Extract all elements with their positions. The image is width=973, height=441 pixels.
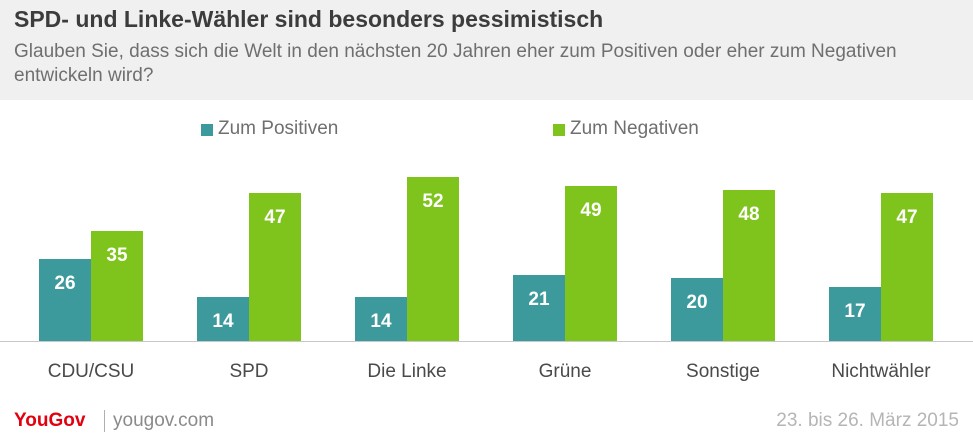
survey-date: 23. bis 26. März 2015 <box>776 410 959 431</box>
legend-swatch-positive <box>201 124 213 136</box>
bar-positive <box>197 296 249 341</box>
legend-swatch-negative <box>553 124 565 136</box>
x-tick-label: CDU/CSU <box>47 361 135 382</box>
bar-value-label: 49 <box>580 200 602 222</box>
bar-value-label: 52 <box>422 191 444 212</box>
x-axis-baseline <box>0 341 973 342</box>
bar-value-label: 20 <box>686 291 708 313</box>
bar-value-label: 21 <box>528 288 550 310</box>
x-tick-label: Sonstige <box>686 361 760 382</box>
bar-negative <box>249 192 301 341</box>
bar-value-label: 17 <box>844 301 866 323</box>
legend-label-negative: Zum Negativen <box>570 118 699 139</box>
footer-divider <box>104 410 105 432</box>
bar-negative <box>91 230 143 341</box>
bar-positive <box>671 277 723 341</box>
bar-negative <box>723 189 775 341</box>
bar-value-label: 35 <box>106 244 128 266</box>
chart-subtitle: Glauben Sie, dass sich die Welt in den n… <box>14 41 897 86</box>
legend-label-positive: Zum Positiven <box>218 118 339 139</box>
footer-site-link[interactable]: yougov.com <box>113 410 215 431</box>
bar-negative <box>565 186 617 341</box>
bar-negative <box>407 177 459 341</box>
x-tick-label: Die Linke <box>367 361 447 382</box>
bar-negative <box>881 192 933 341</box>
yougov-logo: YouGov <box>14 410 86 431</box>
bar-value-label: 14 <box>370 310 392 332</box>
x-tick-label: Grüne <box>538 361 592 382</box>
bar-value-label: 14 <box>212 310 234 332</box>
bar-positive <box>355 296 407 341</box>
bar-value-label: 47 <box>896 206 918 228</box>
bar-positive <box>829 287 881 341</box>
chart-header: SPD- und Linke-Wähler sind besonders pes… <box>0 0 973 100</box>
bar-positive <box>513 274 565 341</box>
x-tick-label: SPD <box>229 361 269 382</box>
bar-value-label: 26 <box>54 273 76 294</box>
bar-positive <box>39 259 91 341</box>
bar-value-label: 47 <box>264 206 286 228</box>
chart-title: SPD- und Linke-Wähler sind besonders pes… <box>14 6 604 32</box>
x-tick-label: Nichtwähler <box>831 361 931 382</box>
bar-value-label: 48 <box>738 203 760 225</box>
